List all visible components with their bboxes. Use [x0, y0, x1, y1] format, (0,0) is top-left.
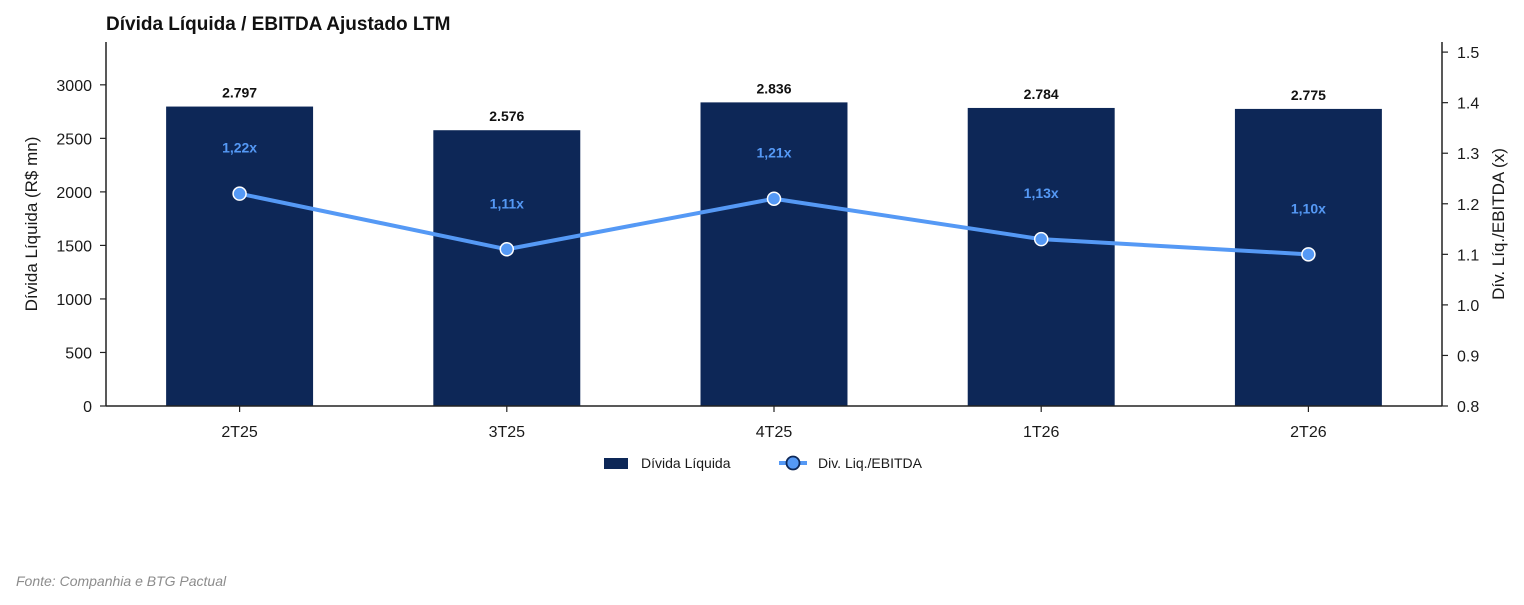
y-tick-label: 2500 [56, 131, 92, 148]
bar-value-label: 2.576 [489, 108, 524, 124]
ratio-value-label: 1,21x [756, 145, 791, 161]
ratio-value-label: 1,10x [1291, 200, 1326, 216]
x-tick-label: 2T25 [221, 424, 258, 441]
ratio-point [766, 191, 782, 206]
x-tick-label: 3T25 [489, 424, 526, 441]
y-tick-label: 1500 [56, 238, 92, 255]
y2-tick-label: 1.5 [1457, 45, 1479, 62]
bar-value-label: 2.775 [1291, 87, 1326, 103]
y-tick-label: 0 [83, 399, 92, 416]
y2-tick-label: 1.2 [1457, 197, 1479, 214]
legend-swatch-marker [785, 455, 801, 471]
y-tick-label: 500 [65, 345, 92, 362]
chart-title: Dívida Líquida / EBITDA Ajustado LTM [106, 14, 450, 35]
bar-4T25 [700, 102, 848, 407]
legend-swatch-bar [604, 458, 628, 469]
legend-label-line: Div. Liq./EBITDA [818, 455, 923, 471]
y-tick-label: 3000 [56, 78, 92, 95]
y2-tick-label: 1.4 [1457, 96, 1479, 113]
legend-label-bar: Dívida Líquida [641, 455, 731, 471]
y2-tick-label: 0.9 [1457, 348, 1479, 365]
bar-value-label: 2.797 [222, 85, 257, 101]
y-tick-label: 1000 [56, 292, 92, 309]
ratio-value-label: 1,22x [222, 140, 257, 156]
y2-tick-label: 1.1 [1457, 247, 1479, 264]
y2-tick-label: 1.0 [1457, 298, 1479, 315]
bar-1T26 [967, 107, 1115, 406]
source-note: Fonte: Companhia e BTG Pactual [16, 573, 227, 589]
ratio-point [232, 186, 247, 201]
x-tick-label: 4T25 [756, 424, 793, 441]
bar-2T25 [166, 106, 314, 407]
bar-value-label: 2.784 [1024, 86, 1059, 102]
ratio-point [1301, 247, 1316, 262]
y2-tick-label: 1.3 [1457, 146, 1479, 163]
ratio-value-label: 1,13x [1024, 185, 1059, 201]
y2-axis-label: Dív. Líq./EBITDA (x) [1489, 148, 1508, 300]
ratio-point [499, 242, 515, 257]
plot-area: 2.797 2.576 2.836 2.784 2.775 1,22x 1,11x 1,21x… [22, 42, 1508, 471]
ratio-point [1033, 231, 1049, 247]
bar-3T25 [433, 130, 581, 406]
bar-value-label: 2.836 [756, 80, 791, 96]
x-tick-label: 2T26 [1290, 424, 1327, 441]
x-tick-label: 1T26 [1023, 424, 1060, 441]
y-tick-label: 2000 [56, 185, 92, 202]
y2-tick-label: 0.8 [1457, 399, 1479, 416]
y-axis-label: Dívida Líquida (R$ mn) [22, 137, 41, 312]
ratio-value-label: 1,11x [490, 195, 524, 211]
